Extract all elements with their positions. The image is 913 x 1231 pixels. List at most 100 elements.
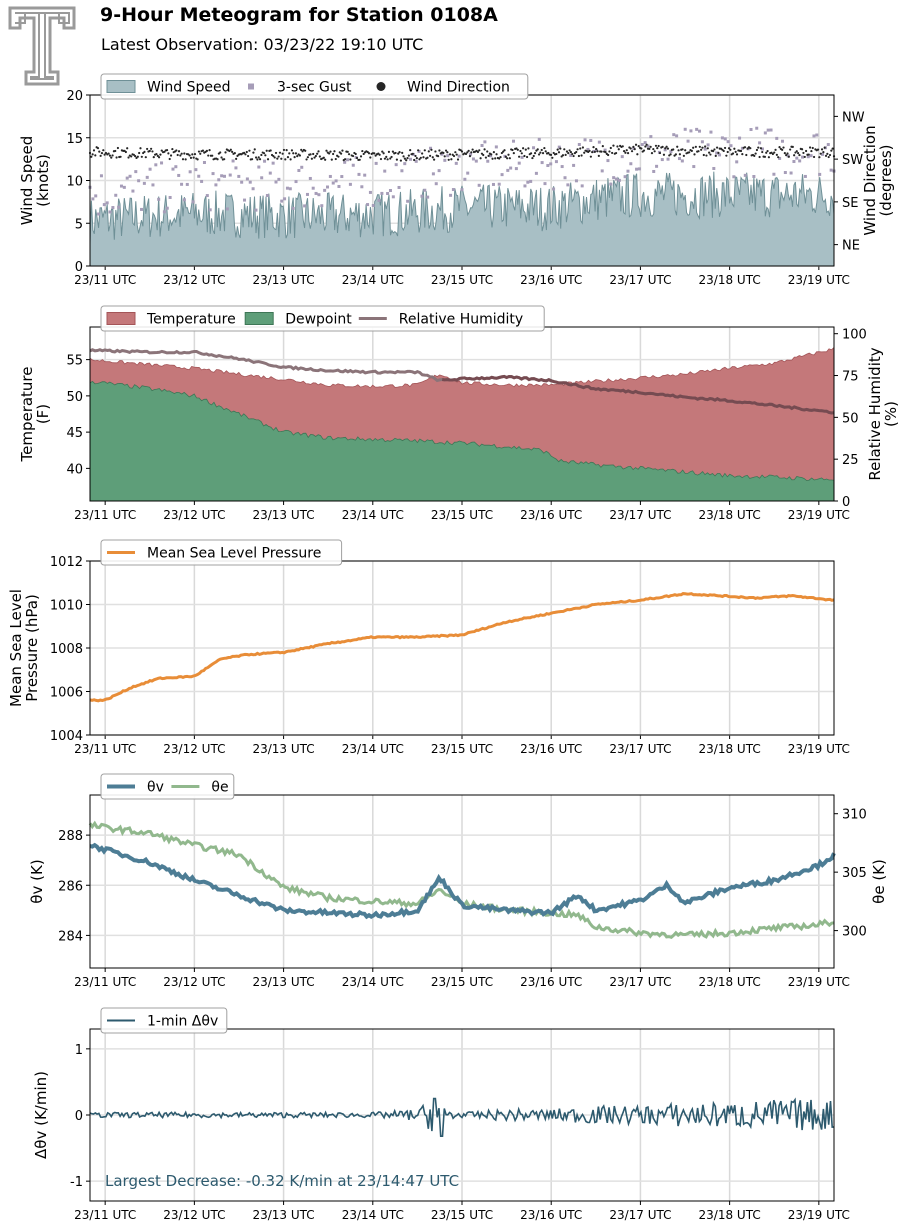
direction-point xyxy=(293,156,296,159)
direction-point xyxy=(403,157,406,160)
gust-point xyxy=(222,174,226,178)
direction-point xyxy=(136,155,139,158)
direction-point xyxy=(102,149,105,152)
y-tick-label: 0 xyxy=(75,260,83,275)
direction-point xyxy=(179,154,182,157)
gust-point xyxy=(180,182,184,186)
y2-tick-label: 100 xyxy=(842,328,867,343)
direction-point xyxy=(318,155,321,158)
x-tick-label: 23/15 UTC xyxy=(431,508,493,522)
gust-point xyxy=(529,179,533,183)
direction-point xyxy=(108,154,112,157)
direction-point xyxy=(830,149,833,152)
y-tick-label: 288 xyxy=(58,829,83,844)
direction-point xyxy=(746,147,749,150)
direction-point xyxy=(773,151,776,154)
direction-point xyxy=(656,147,659,150)
gust-point xyxy=(337,184,341,188)
direction-point xyxy=(468,155,472,158)
y2-tick-label: SE xyxy=(842,196,858,211)
direction-point xyxy=(139,147,142,150)
direction-point xyxy=(446,151,449,154)
y-axis-label: Mean Sea LevelPressure (hPa) xyxy=(7,589,41,707)
y2-axis-label: θe (K) xyxy=(870,859,888,904)
direction-point xyxy=(708,151,711,154)
direction-point xyxy=(532,154,535,158)
direction-point xyxy=(519,149,522,153)
direction-point xyxy=(383,157,387,160)
x-tick-label: 23/13 UTC xyxy=(252,1208,314,1222)
direction-point xyxy=(114,149,117,153)
direction-point xyxy=(289,158,292,161)
direction-point xyxy=(661,145,664,148)
gust-point xyxy=(543,182,547,186)
direction-point xyxy=(812,155,816,159)
direction-point xyxy=(146,147,149,151)
direction-point xyxy=(484,156,488,159)
direction-point xyxy=(262,152,266,155)
direction-point xyxy=(593,150,596,153)
panel-theta: 23/11 UTC 23/12 UTC 23/13 UTC 23/14 UTC 23/1… xyxy=(28,773,888,989)
y2-axis-label: Relative Humidity(%) xyxy=(866,347,900,480)
legend-box xyxy=(100,539,343,566)
gust-point xyxy=(798,159,802,163)
direction-point xyxy=(749,147,752,150)
direction-point xyxy=(758,155,761,159)
direction-point xyxy=(688,151,691,154)
gust-point xyxy=(263,159,267,163)
direction-point xyxy=(727,147,731,150)
direction-point xyxy=(312,152,315,156)
direction-point xyxy=(816,148,820,151)
direction-point xyxy=(219,151,222,154)
gust-point xyxy=(743,173,747,177)
direction-point xyxy=(831,147,834,150)
legend-box xyxy=(100,73,529,100)
gust-point xyxy=(706,143,710,147)
direction-point xyxy=(273,156,276,159)
direction-point xyxy=(390,155,393,159)
gust-point xyxy=(718,153,722,157)
gust-point xyxy=(174,165,178,169)
gust-point xyxy=(766,128,770,132)
direction-point xyxy=(286,156,290,159)
direction-point xyxy=(448,153,452,156)
y-tick-label: 284 xyxy=(58,929,83,944)
gust-point xyxy=(237,174,241,178)
gust-point xyxy=(328,174,332,178)
direction-point xyxy=(735,153,739,156)
direction-point xyxy=(774,148,777,151)
direction-point xyxy=(669,153,672,156)
gust-point xyxy=(420,194,424,198)
direction-point xyxy=(460,150,464,153)
direction-point xyxy=(292,152,295,155)
direction-point xyxy=(624,151,627,154)
direction-point xyxy=(595,147,598,151)
direction-point xyxy=(715,146,719,149)
direction-point xyxy=(355,156,359,160)
legend-label: θe xyxy=(211,780,228,796)
x-tick-label: 23/14 UTC xyxy=(342,975,404,989)
gust-point xyxy=(388,188,392,192)
direction-point xyxy=(381,150,384,153)
gust-point xyxy=(251,187,255,191)
direction-point xyxy=(454,151,457,154)
direction-point xyxy=(709,153,712,156)
direction-point xyxy=(714,154,717,157)
x-tick-label: 23/18 UTC xyxy=(699,1208,761,1222)
direction-point xyxy=(201,149,205,152)
direction-point xyxy=(333,150,336,153)
legend-box xyxy=(100,773,235,800)
direction-point xyxy=(698,145,701,148)
direction-point xyxy=(795,150,798,153)
direction-point xyxy=(417,149,420,152)
direction-point xyxy=(334,157,337,161)
direction-point xyxy=(682,154,685,157)
direction-point xyxy=(438,149,441,152)
gust-point xyxy=(806,155,810,159)
gust-point xyxy=(552,187,556,191)
x-tick-label: 23/13 UTC xyxy=(252,975,314,989)
gust-point xyxy=(623,175,627,179)
gust-point xyxy=(572,163,576,167)
gust-point xyxy=(615,177,619,181)
direction-point xyxy=(280,157,283,160)
